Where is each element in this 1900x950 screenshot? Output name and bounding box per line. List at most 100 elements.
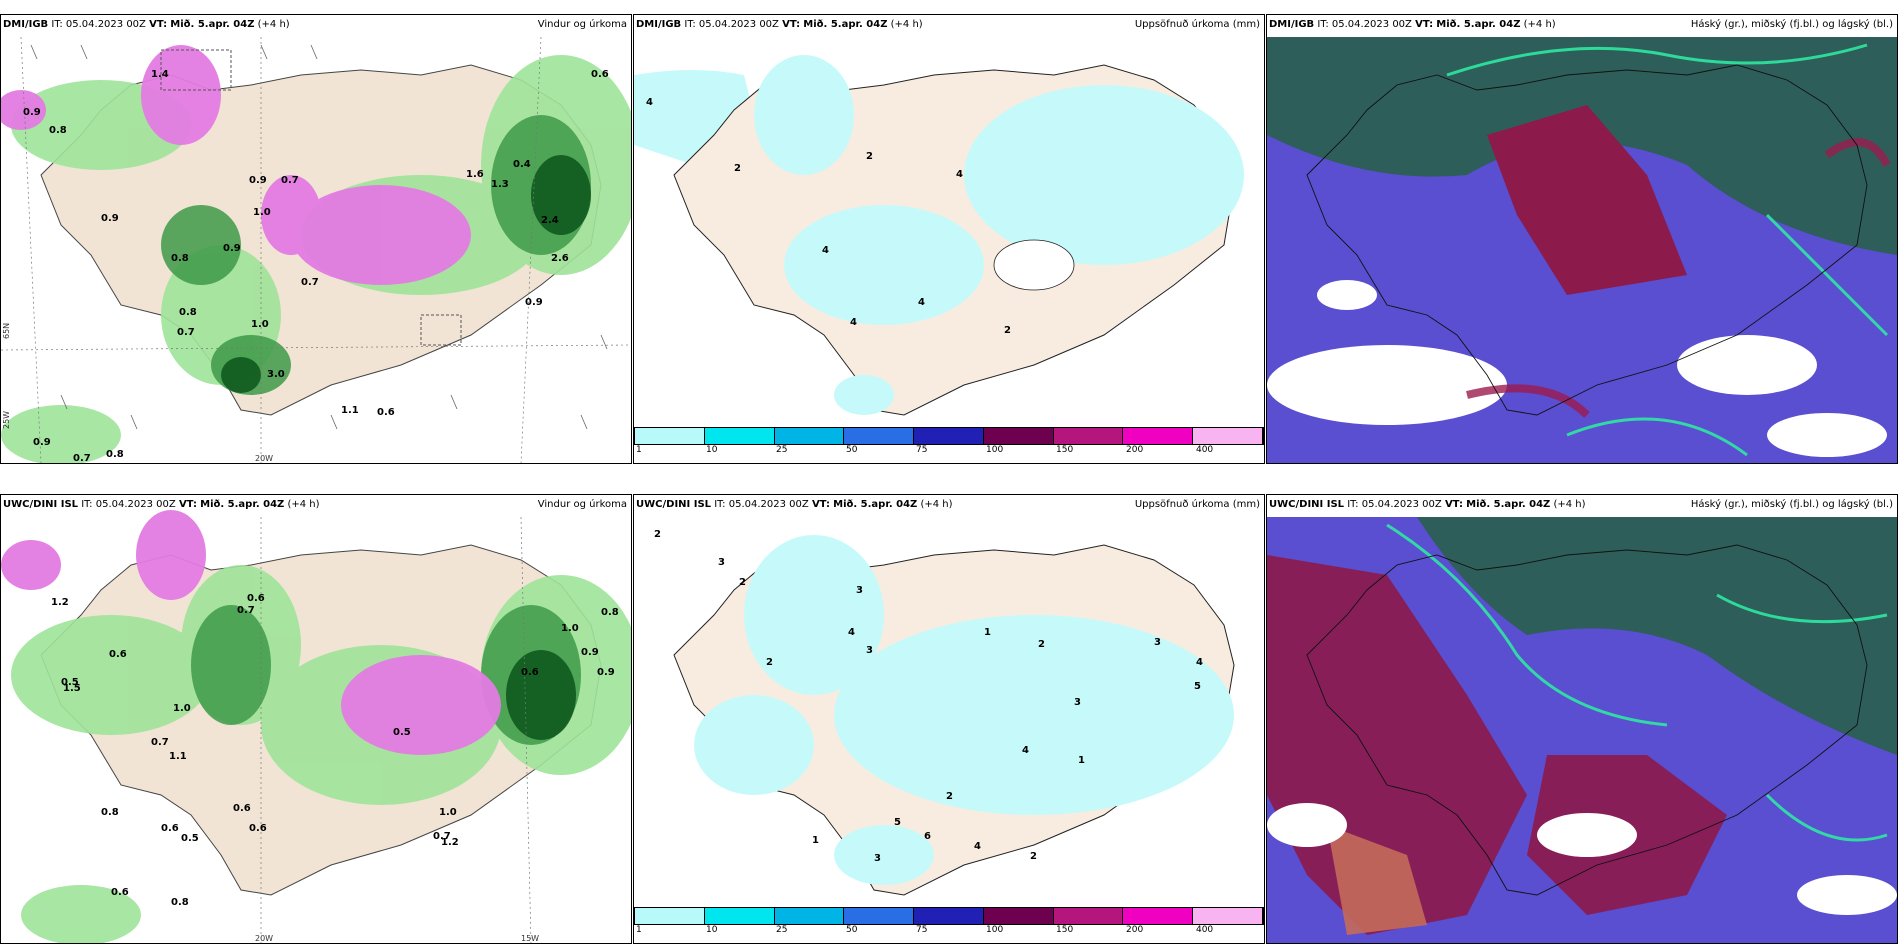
panel-header: UWC/DINI ISL IT: 05.04.2023 00Z VT: Mið.…: [636, 499, 953, 510]
map-value-label: 1.6: [466, 169, 484, 180]
map-value-label: 0.5: [61, 677, 79, 688]
colorbar-swatch: [1193, 428, 1264, 444]
colorbar-swatch: [774, 908, 845, 924]
panel-title: Háský (gr.), miðský (fj.bl.) og lágský (…: [1690, 499, 1893, 510]
panel-title: Uppsöfnuð úrkoma (mm): [1134, 19, 1260, 30]
map-value-label: 4: [850, 317, 857, 328]
map-value-label: 0.9: [23, 107, 41, 118]
panel-precip-top: DMI/IGB IT: 05.04.2023 00Z VT: Mið. 5.ap…: [633, 14, 1265, 464]
map-value-label: 2: [946, 791, 953, 802]
map-value-label: 0.9: [525, 297, 543, 308]
colorbar-swatch: [1123, 428, 1194, 444]
map-value-label: 0.8: [179, 307, 197, 318]
map-value-label: 1.3: [491, 179, 509, 190]
colorbar-label: 50: [846, 445, 858, 455]
map-value-label: 1: [1078, 755, 1085, 766]
map-value-label: 0.9: [581, 647, 599, 658]
map-value-label: 2: [866, 151, 873, 162]
map-value-label: 3: [1074, 697, 1081, 708]
map-value-label: 2: [734, 163, 741, 174]
colorbar-label: 50: [846, 925, 858, 935]
map-value-label: 0.6: [247, 593, 265, 604]
colorbar-swatch: [914, 428, 984, 444]
map-value-label: 1.1: [341, 405, 359, 416]
map-value-label: 0.7: [433, 831, 451, 842]
colorbar-label: 75: [915, 925, 928, 935]
axis-lon-20w: 20W: [255, 454, 273, 463]
cloud-map-svg: [1267, 37, 1897, 463]
wind-map-svg: 0.9 1.4 0.8 0.6 0.9 0.7 1.0 0.4 1.3 1.6 0.7 2.4 2.6 0…: [1, 36, 631, 463]
map-value-label: 0.7: [281, 175, 299, 186]
axis-lat-65n: 65N: [2, 323, 11, 339]
panel-header: UWC/DINI ISL IT: 05.04.2023 00Z VT: Mið.…: [1269, 499, 1586, 510]
map-value-label: 4: [1022, 745, 1029, 756]
colorbar-label: 100: [986, 445, 1004, 455]
colorbar-swatch: [1123, 908, 1194, 924]
panel-header: DMI/IGB IT: 05.04.2023 00Z VT: Mið. 5.ap…: [3, 19, 290, 30]
precip-map-svg: 4 2 2 4 4 4 2 4: [634, 37, 1264, 427]
map-value-label: 1: [812, 835, 819, 846]
map-value-label: 0.8: [171, 897, 189, 908]
map-value-label: 2: [1004, 325, 1011, 336]
map-value-label: 1.4: [151, 69, 169, 80]
map-value-label: 0.7: [151, 737, 169, 748]
map-value-label: 4: [1196, 657, 1203, 668]
map-value-label: 1.0: [561, 623, 579, 634]
colorbar-label: 150: [1056, 925, 1074, 935]
map-value-label: 0.5: [181, 833, 199, 844]
colorbar-label: 400: [1195, 445, 1214, 455]
colorbar-swatch: [1193, 908, 1264, 924]
panel-precip-bottom: UWC/DINI ISL IT: 05.04.2023 00Z VT: Mið.…: [633, 494, 1265, 944]
map-value-label: 0.6: [161, 823, 179, 834]
map-value-label: 1.2: [51, 597, 69, 608]
map-value-label: 1.5: [63, 683, 81, 694]
map-value-label: 0.9: [223, 243, 241, 254]
colorbar-label: 400: [1195, 925, 1214, 935]
map-value-label: 0.8: [49, 125, 67, 136]
colorbar-label: 200: [1126, 925, 1144, 935]
map-value-label: 1: [984, 627, 991, 638]
map-value-label: 2: [1030, 851, 1037, 862]
colorbar-label: 25: [775, 445, 788, 455]
map-value-label: 0.8: [106, 449, 124, 460]
colorbar: 1 10 25 50 75 100 150 200 400: [634, 907, 1264, 935]
colorbar-swatch: [1053, 428, 1124, 444]
map-value-label: 0.8: [601, 607, 619, 618]
map-value-label: 0.4: [513, 159, 531, 170]
map-value-label: 0.7: [177, 327, 195, 338]
colorbar-label: 75: [915, 445, 928, 455]
map-value-label: 4: [848, 627, 855, 638]
map-value-label: 3: [1154, 637, 1161, 648]
map-value-label: 3: [866, 645, 873, 656]
map-value-label: 6: [924, 831, 931, 842]
map-value-label: 5: [1194, 681, 1201, 692]
map-value-label: 0.8: [171, 253, 189, 264]
map-value-label: 2: [654, 529, 661, 540]
panel-header: UWC/DINI ISL IT: 05.04.2023 00Z VT: Mið.…: [3, 499, 320, 510]
colorbar-swatch: [635, 908, 705, 924]
panel-title: Vindur og úrkoma: [537, 499, 627, 510]
colorbar-swatch: [704, 428, 775, 444]
colorbar-label: 25: [775, 925, 788, 935]
panel-wind-bottom: UWC/DINI ISL IT: 05.04.2023 00Z VT: Mið.…: [0, 494, 632, 944]
colorbar-label: 200: [1126, 445, 1144, 455]
colorbar-swatch: [635, 428, 705, 444]
map-value-label: 1.0: [251, 319, 269, 330]
colorbar-swatch: [983, 428, 1054, 444]
map-value-label: 0.9: [249, 175, 267, 186]
map-value-label: 0.7: [237, 605, 255, 616]
map-value-label: 3: [856, 585, 863, 596]
map-value-label: 0.7: [301, 277, 319, 288]
map-value-label: 3.0: [267, 369, 285, 380]
colorbar-swatch: [914, 908, 984, 924]
map-value-label: 4: [822, 245, 829, 256]
colorbar-swatch: [844, 908, 915, 924]
panel-cloud-bottom: UWC/DINI ISL IT: 05.04.2023 00Z VT: Mið.…: [1266, 494, 1898, 944]
panel-header: DMI/IGB IT: 05.04.2023 00Z VT: Mið. 5.ap…: [1269, 19, 1556, 30]
map-value-label: 0.6: [111, 887, 129, 898]
map-value-label: 0.8: [101, 807, 119, 818]
map-value-label: 1.0: [173, 703, 191, 714]
map-value-label: 0.6: [591, 69, 609, 80]
panel-title: Vindur og úrkoma: [537, 19, 627, 30]
